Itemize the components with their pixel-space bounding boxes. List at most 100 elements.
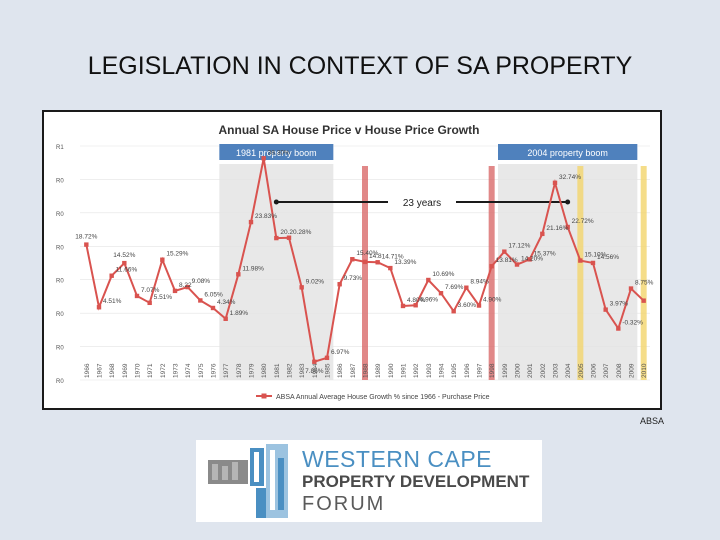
data-label: 21.16% xyxy=(546,225,568,232)
x-tick-label: 1966 xyxy=(84,363,91,378)
data-point-1996 xyxy=(464,285,469,290)
x-tick-label: 1980 xyxy=(261,363,268,378)
data-point-1971 xyxy=(147,300,152,306)
data-label: 14.56% xyxy=(597,254,619,261)
y-tick-label: R0 xyxy=(56,379,64,385)
data-label: -0.32% xyxy=(622,320,643,327)
y-tick-label: R0 xyxy=(56,312,64,318)
x-tick-label: 1970 xyxy=(135,363,142,378)
x-tick-label: 1979 xyxy=(249,363,256,378)
data-label: 4.51% xyxy=(103,298,122,305)
boom-shade-1 xyxy=(219,164,334,380)
data-label: 6.05% xyxy=(204,291,223,298)
data-point-1990 xyxy=(388,265,393,271)
x-tick-label: 1999 xyxy=(502,363,509,378)
highlight-band-2010 xyxy=(640,166,647,380)
boom-shade-2 xyxy=(498,164,638,380)
data-label: 14.8 xyxy=(369,253,382,260)
y-tick-label: R0 xyxy=(56,212,64,218)
x-tick-label: 1976 xyxy=(211,363,218,378)
data-point-2009 xyxy=(628,286,634,291)
x-tick-label: 1992 xyxy=(413,363,420,378)
x-tick-label: 1968 xyxy=(109,363,116,378)
data-point-1972 xyxy=(160,257,165,262)
x-tick-label: 1986 xyxy=(337,363,344,378)
x-tick-label: 1969 xyxy=(122,363,129,378)
highlight-band-1998 xyxy=(488,166,495,380)
x-tick-label: 2007 xyxy=(603,363,610,378)
x-tick-label: 1982 xyxy=(287,363,294,378)
x-tick-label: 1977 xyxy=(223,363,230,378)
chart-frame: Annual SA House Price v House Price Grow… xyxy=(42,110,662,410)
highlight-band-1988 xyxy=(362,166,368,380)
x-tick-label: 1973 xyxy=(173,363,180,378)
x-tick-label: 1972 xyxy=(160,363,167,378)
data-label: 20.20.28% xyxy=(280,229,311,236)
data-point-1986 xyxy=(337,282,342,287)
data-point-2010 xyxy=(641,298,646,303)
x-tick-label: 1993 xyxy=(426,363,433,378)
data-point-1995 xyxy=(451,309,456,314)
x-tick-label: 1996 xyxy=(464,363,471,378)
data-label: 8.22 xyxy=(179,282,192,289)
data-point-1974 xyxy=(185,284,190,290)
x-tick-label: 1983 xyxy=(299,363,306,378)
data-point-2002 xyxy=(540,231,545,237)
x-tick-label: 2010 xyxy=(641,363,648,378)
data-point-2005 xyxy=(578,258,583,263)
x-tick-label: 1998 xyxy=(489,363,496,378)
data-label: 4.90% xyxy=(483,297,502,304)
data-label: 22.72% xyxy=(572,218,594,225)
x-tick-label: 1988 xyxy=(363,363,370,378)
y-tick-label: R0 xyxy=(56,245,64,251)
span-end-right xyxy=(565,199,571,205)
data-label: 4.34% xyxy=(217,299,236,306)
data-label: 14.52% xyxy=(113,252,135,259)
data-point-1968 xyxy=(109,273,114,278)
x-tick-label: 1995 xyxy=(451,363,458,378)
data-point-1975 xyxy=(198,298,203,303)
y-tick-label: R1 xyxy=(56,145,64,151)
data-label: 4.96% xyxy=(420,296,439,303)
data-label: 4.80% xyxy=(407,297,426,304)
data-label: 8.94% xyxy=(470,279,489,286)
data-point-1985 xyxy=(324,355,330,361)
source-label: ABSA xyxy=(640,416,665,426)
data-label: 13.81% xyxy=(496,257,518,264)
data-label: 15.29% xyxy=(166,251,188,258)
x-tick-label: 1967 xyxy=(97,363,104,378)
boom-label-1: 1981 property boom xyxy=(236,148,317,158)
data-label: 10.69% xyxy=(432,271,454,278)
data-label: 7.69% xyxy=(445,284,464,291)
data-point-1991 xyxy=(400,303,406,309)
wcpdf-logo: WESTERN CAPE PROPERTY DEVELOPMENT FORUM xyxy=(196,440,542,522)
data-point-1999 xyxy=(502,249,507,254)
x-tick-label: 2004 xyxy=(565,363,572,378)
data-label: 3.60% xyxy=(458,302,477,309)
span-label: 23 years xyxy=(403,198,441,209)
data-point-1969 xyxy=(122,260,127,266)
data-point-1992 xyxy=(413,303,418,308)
data-point-1978 xyxy=(236,272,241,277)
y-tick-label: R0 xyxy=(56,178,64,184)
logo-mark-icon xyxy=(208,444,288,518)
data-point-1988 xyxy=(362,259,368,265)
logo-line-1: WESTERN CAPE xyxy=(302,446,493,472)
data-label: 8.75% xyxy=(635,280,654,287)
data-label: 38.30% xyxy=(268,149,290,156)
data-label: 11.66% xyxy=(116,267,138,274)
data-point-1982 xyxy=(286,235,292,240)
x-tick-label: 2008 xyxy=(616,363,623,378)
data-label: 3.97% xyxy=(610,301,629,308)
slide-title: LEGISLATION IN CONTEXT OF SA PROPERTY xyxy=(87,52,633,80)
data-label: 14.71% xyxy=(382,253,404,260)
data-label: 15.37% xyxy=(534,250,556,257)
x-tick-label: 1984 xyxy=(312,363,319,378)
data-label: 7.07% xyxy=(141,287,160,294)
legend-label: ABSA Annual Average House Growth % since… xyxy=(276,394,490,401)
x-tick-label: 2005 xyxy=(578,363,585,378)
data-label: 9.02% xyxy=(306,278,325,285)
logo-line-3: FORUM xyxy=(302,493,386,515)
data-point-1966 xyxy=(84,242,89,247)
boom-label-2: 2004 property boom xyxy=(527,148,608,158)
